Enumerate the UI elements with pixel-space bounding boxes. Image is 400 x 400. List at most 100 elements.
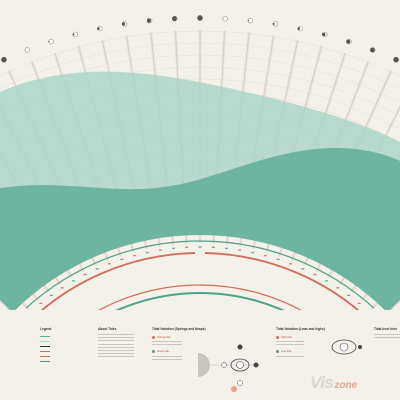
text-line [152, 358, 182, 360]
date-tick [145, 251, 149, 254]
new-moon-icon [322, 31, 328, 38]
legend-row [40, 334, 78, 339]
last-quarter-icon [272, 21, 279, 27]
new-moon-icon [121, 21, 128, 27]
text-line [98, 353, 134, 355]
legend-row [40, 354, 78, 359]
moon-shadow [370, 47, 375, 53]
date-tick [185, 246, 189, 249]
vis-zone-logo: Viszone [310, 373, 357, 393]
text-line [152, 344, 182, 346]
right-title: Tidal level Inter [374, 327, 398, 331]
logo-zone: zone [334, 380, 358, 391]
text-line [276, 341, 304, 343]
moon-shadow [48, 40, 50, 43]
date-tick [120, 258, 124, 261]
earth-icon [339, 342, 349, 352]
moon-shadow [72, 33, 75, 36]
concentric-gridline [15, 234, 385, 310]
legend-panel: Legend [40, 327, 78, 393]
concentric-gridline [0, 66, 400, 117]
right-panel: Tidal level Inter [374, 327, 400, 393]
moon-outline [222, 16, 228, 22]
low-tide-label: Low tide [281, 349, 292, 354]
text-line [374, 337, 400, 339]
moon-shadow [172, 16, 177, 22]
date-arc-teal [25, 240, 375, 309]
low-water-band [0, 147, 400, 310]
date-tick [301, 268, 305, 270]
legend-swatch [40, 335, 50, 338]
text-line [152, 355, 182, 357]
date-tick [95, 268, 99, 270]
moon-icon [221, 362, 227, 368]
highlow-title: Tidal Variation (Lows and highs) [276, 327, 325, 331]
spring-tide-label: Spring tide [157, 335, 171, 339]
moon-phase-row [1, 15, 399, 63]
high-tide-heading: High tide [276, 335, 371, 339]
spring-tide-heading: Spring tide [152, 335, 262, 339]
text-line [98, 334, 134, 335]
date-tick [336, 287, 340, 289]
moon-shadow [297, 27, 301, 30]
about-panel: About Tides [98, 327, 134, 393]
moon-icon [358, 345, 362, 349]
moon-icon [237, 344, 243, 350]
concentric-gridline [0, 30, 400, 76]
first-quarter-icon [370, 47, 376, 53]
legend-swatch [40, 345, 50, 348]
moon-shadow [97, 27, 100, 30]
moon-shadow [222, 18, 224, 19]
date-tick [107, 263, 111, 265]
neap-dot-icon [152, 349, 155, 353]
springs-title: Tidal Variation (Springs and Neaps) [152, 327, 206, 331]
earth-tidal-bulge-icon [230, 358, 250, 372]
inner-arc-red [98, 284, 302, 310]
moon-shadow [272, 22, 275, 25]
waning-gibbous-icon [48, 38, 54, 45]
logo-vis: Vis [310, 373, 334, 392]
date-tick [347, 294, 351, 297]
legend-row [40, 349, 78, 354]
low-dot-icon [276, 349, 279, 353]
waxing-gibbous-icon [1, 56, 7, 63]
moon-shadow [121, 22, 126, 26]
date-arc-red [204, 252, 360, 310]
legend-swatch [40, 355, 50, 358]
date-tick [325, 280, 328, 282]
spring-marker-icon [231, 386, 237, 392]
moon-shadow [146, 18, 151, 23]
tide-fan-chart [0, 15, 400, 310]
text-line [98, 337, 134, 339]
text-line [98, 349, 134, 351]
waxing-gibbous-icon [393, 56, 399, 63]
concentric-gridline [0, 78, 400, 130]
earth-icon [236, 361, 244, 369]
moon-shadow [24, 49, 26, 51]
high-tide-label: High tide [281, 335, 293, 339]
date-tick [39, 302, 43, 305]
springs-panel: Tidal Variation (Springs and Neaps) Spri… [152, 327, 262, 393]
moon-shadow [346, 39, 351, 44]
low-tide-heading: Low tide [276, 349, 371, 353]
legend-swatch [40, 350, 50, 353]
date-tick [60, 287, 64, 289]
date-tick [172, 247, 176, 250]
date-tick [83, 273, 87, 276]
date-tick [263, 254, 267, 257]
date-tick [72, 280, 75, 282]
moon-shadow [247, 19, 249, 22]
date-tick [211, 246, 215, 249]
legend-swatch [40, 360, 50, 363]
high-dot-icon [276, 335, 279, 339]
text-line [98, 346, 134, 348]
waxing-crescent-icon [146, 18, 153, 24]
first-quarter-icon [172, 16, 178, 22]
legend-row [40, 339, 78, 344]
date-tick [251, 251, 255, 254]
moon-shadow [393, 56, 399, 63]
highlow-panel: Tidal Variation (Lows and highs) High ti… [276, 327, 371, 393]
date-tick-row [39, 246, 361, 305]
legend-swatch [40, 340, 50, 343]
moon-shadow [322, 32, 326, 37]
